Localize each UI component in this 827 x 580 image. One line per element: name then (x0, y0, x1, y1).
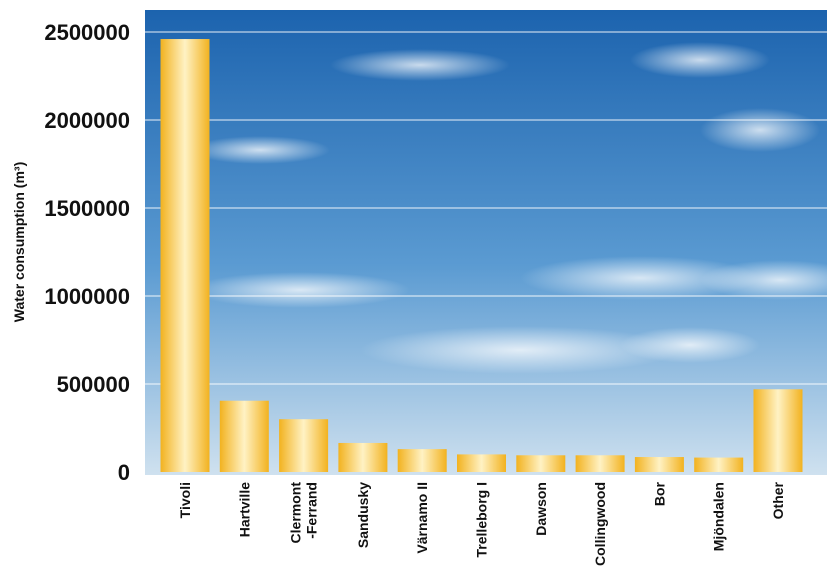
bar (338, 442, 388, 472)
x-tick-labels: Tivoli Hartville Clermont-Ferrand Sandusky V… (177, 481, 786, 566)
y-axis-label: Water consumption (m³) (11, 162, 27, 322)
y-tick-label: 1000000 (44, 284, 130, 309)
y-tick-labels: 0 500000 1000000 1500000 2000000 2500000 (44, 20, 130, 485)
cloud-decoration (190, 42, 827, 374)
x-tick-label: Clermont-Ferrand (288, 482, 320, 544)
bar (279, 419, 329, 472)
gridlines (145, 31, 827, 385)
x-tick-label: Mjöndalen (711, 482, 727, 551)
bar (575, 455, 625, 472)
x-tick-label: Other (770, 481, 786, 519)
bar (160, 39, 210, 472)
bar (634, 457, 684, 472)
x-tick-label: Hartville (236, 482, 252, 537)
x-tick-label: Trelleborg I (474, 482, 490, 557)
bars (160, 39, 803, 472)
x-tick-label: Sandusky (355, 482, 371, 548)
bar (694, 457, 744, 472)
y-tick-label: 2500000 (44, 20, 130, 45)
x-tick-label: Bor (651, 481, 667, 506)
bar (219, 400, 269, 472)
x-tick-label: Värnamo II (414, 482, 430, 554)
y-tick-label: 500000 (57, 372, 130, 397)
bar (397, 449, 447, 472)
x-tick-label: Dawson (533, 482, 549, 536)
x-tick-label: Tivoli (177, 482, 193, 518)
bar (516, 455, 566, 472)
y-tick-label: 1500000 (44, 196, 130, 221)
y-tick-label: 2000000 (44, 108, 130, 133)
bar (753, 389, 803, 472)
plot-background (145, 10, 827, 475)
bar (457, 454, 506, 472)
x-tick-label: Collingwood (592, 482, 608, 566)
y-tick-label: 0 (118, 460, 130, 485)
